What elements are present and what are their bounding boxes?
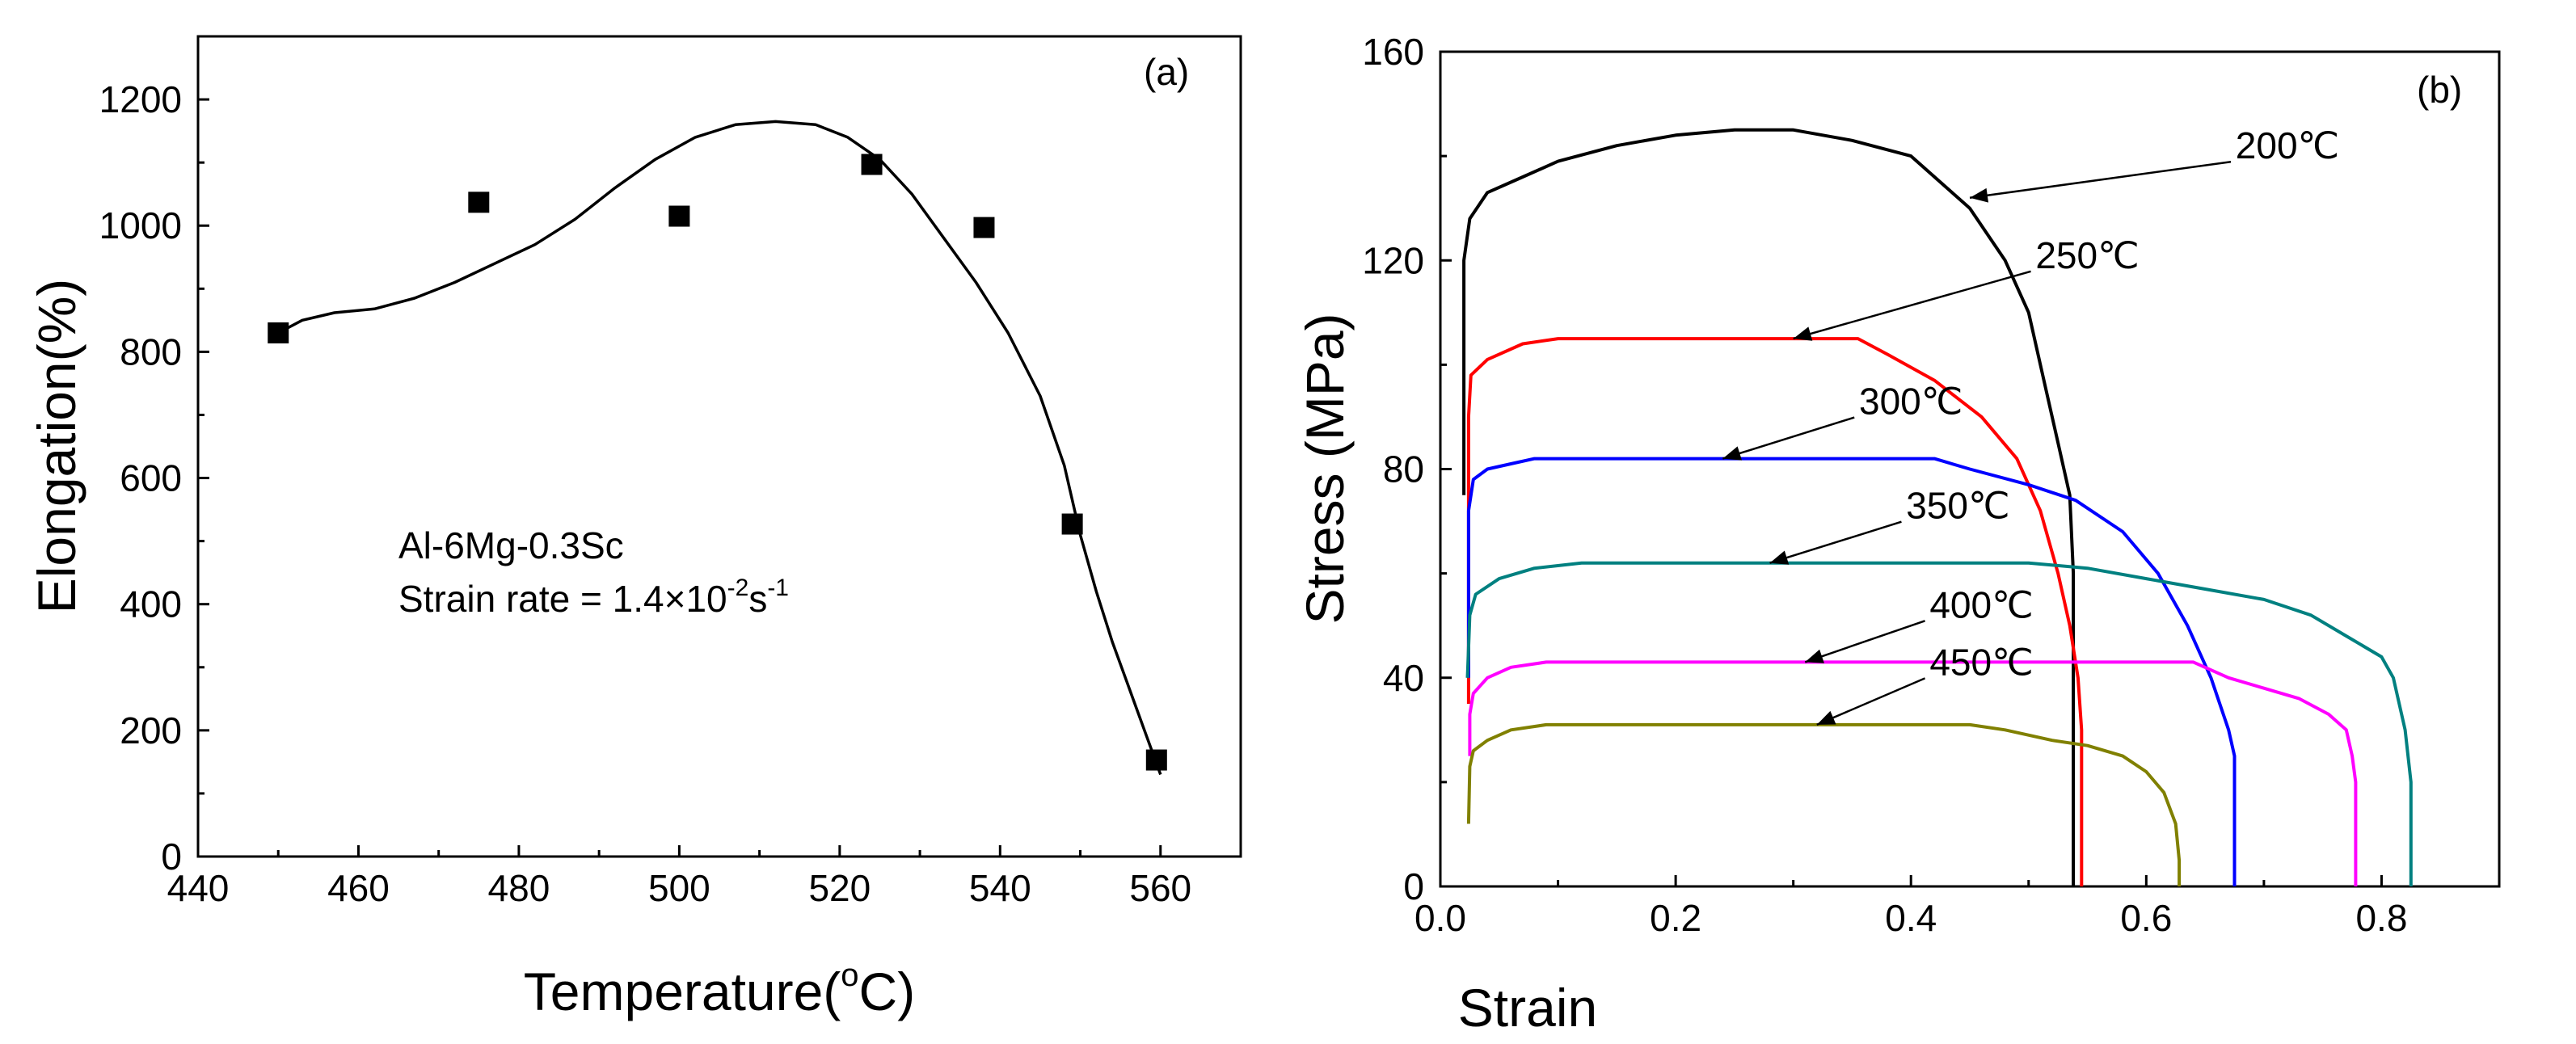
rate-mid: s xyxy=(748,578,767,620)
chart-b-panel-label: (b) xyxy=(2417,69,2462,111)
chart-b-y-tick-label: 120 xyxy=(1362,239,1424,281)
chart-b-series-label: 300℃ xyxy=(1859,381,1963,423)
chart-a-y-tick-label: 800 xyxy=(120,330,182,373)
x-title-unit: C) xyxy=(859,962,916,1021)
chart-b-arrow-head xyxy=(1769,550,1790,565)
chart-a-rate-annotation: Strain rate = 1.4×10-2s-1 xyxy=(398,575,789,620)
chart-b-y-tick-label: 0 xyxy=(1403,865,1424,907)
chart-a-x-tick-label: 440 xyxy=(167,867,230,909)
chart-a-data-point xyxy=(268,322,289,343)
chart-b-ticks: 0.0 0.2 0.4 0.6 0.8 0 40 80 120 160 xyxy=(1362,31,2501,939)
chart-b-label-arrow xyxy=(1769,520,1902,564)
chart-a-alloy-annotation: Al-6Mg-0.3Sc xyxy=(398,524,624,566)
chart-b-series-line xyxy=(1462,128,2076,886)
chart-b-series-label: 350℃ xyxy=(1906,485,2009,527)
chart-b-x-tick-label: 0.6 xyxy=(2120,897,2172,939)
chart-a-data-point xyxy=(1061,513,1083,535)
chart-b-series-label: 200℃ xyxy=(2236,124,2339,166)
chart-b-x-tick-label: 0.0 xyxy=(1414,897,1466,939)
chart-b-series-label: 450℃ xyxy=(1929,641,2033,683)
chart-a-data-point xyxy=(1145,749,1167,771)
chart-b: 0.0 0.2 0.4 0.6 0.8 0 40 80 120 160 200℃ 250℃ 300℃ 3… xyxy=(1295,31,2501,1038)
chart-b-series-line xyxy=(1466,337,2084,886)
rate-prefix: Strain rate = 1.4×10 xyxy=(398,578,727,620)
chart-a-y-tick-label: 600 xyxy=(120,457,182,499)
chart-b-y-tick-label: 160 xyxy=(1362,31,1424,73)
chart-a-y-tick-label: 1200 xyxy=(99,78,182,120)
chart-a-x-tick-label: 480 xyxy=(488,867,550,909)
chart-b-series xyxy=(1462,128,2413,886)
chart-b-y-axis-title: Stress (MPa) xyxy=(1295,313,1355,624)
chart-a-x-tick-label: 540 xyxy=(969,867,1031,909)
chart-a-x-tick-label: 560 xyxy=(1129,867,1191,909)
chart-a-y-axis-title: Elongation(%) xyxy=(27,279,86,614)
chart-b-x-tick-label: 0.8 xyxy=(2355,897,2407,939)
chart-a-points xyxy=(268,154,1167,771)
chart-a-y-tick-label: 200 xyxy=(120,709,182,751)
chart-b-label-arrow xyxy=(1793,270,2031,340)
x-title-degree: o xyxy=(841,958,858,993)
rate-exp2: -1 xyxy=(767,575,789,601)
chart-b-y-tick-label: 40 xyxy=(1383,657,1424,699)
chart-b-x-axis-title: Strain xyxy=(1458,978,1597,1038)
chart-b-label-arrow xyxy=(1804,620,1925,663)
chart-a-fit-curve xyxy=(277,120,1162,776)
chart-b-arrow-head xyxy=(1722,446,1743,461)
chart-a-x-tick-label: 520 xyxy=(808,867,871,909)
chart-a-x-axis-title: Temperature(oC) xyxy=(524,958,915,1021)
chart-b-label-arrow xyxy=(1969,160,2232,200)
chart-a: 440 460 480 500 520 540 560 0 200 400 600 800 1000 12… xyxy=(27,35,1242,1021)
chart-a-data-point xyxy=(861,154,883,175)
chart-a-ticks: 440 460 480 500 520 540 560 0 200 400 600 800 1000 12… xyxy=(99,35,1191,909)
chart-a-x-tick-label: 460 xyxy=(327,867,390,909)
chart-a-y-tick-label: 0 xyxy=(161,836,182,878)
chart-a-data-point xyxy=(973,217,995,238)
chart-a-plot-frame xyxy=(196,35,1242,858)
rate-exp1: -2 xyxy=(727,575,749,601)
chart-b-label-arrow xyxy=(1722,416,1855,460)
chart-a-data-point xyxy=(668,205,690,227)
chart-b-x-tick-label: 0.2 xyxy=(1650,897,1701,939)
x-title-main: Temperature( xyxy=(524,962,841,1021)
chart-a-fit-line xyxy=(277,120,1162,776)
chart-b-arrow-head xyxy=(1970,187,1989,203)
chart-b-y-tick-label: 80 xyxy=(1383,448,1424,490)
chart-a-data-point xyxy=(468,192,490,213)
chart-a-y-tick-label: 1000 xyxy=(99,204,182,246)
chart-b-series-line xyxy=(1466,457,2237,886)
chart-b-series-line xyxy=(1465,561,2413,886)
chart-a-x-tick-label: 500 xyxy=(648,867,710,909)
chart-a-panel-label: (a) xyxy=(1144,51,1189,93)
chart-b-series-line xyxy=(1468,660,2358,886)
chart-b-x-tick-label: 0.4 xyxy=(1885,897,1937,939)
chart-b-arrow-head xyxy=(1816,710,1836,725)
chart-b-series-label: 400℃ xyxy=(1929,583,2033,625)
chart-a-y-tick-label: 400 xyxy=(120,583,182,625)
chart-b-arrow-head xyxy=(1805,649,1824,663)
chart-b-label-arrow xyxy=(1816,677,1926,726)
chart-b-arrow-head xyxy=(1793,326,1813,341)
chart-b-series-line xyxy=(1466,722,2182,886)
chart-b-series-labels: 200℃ 250℃ 300℃ 350℃ 400℃ 450℃ xyxy=(1722,124,2339,726)
chart-b-series-label: 250℃ xyxy=(2035,234,2139,276)
